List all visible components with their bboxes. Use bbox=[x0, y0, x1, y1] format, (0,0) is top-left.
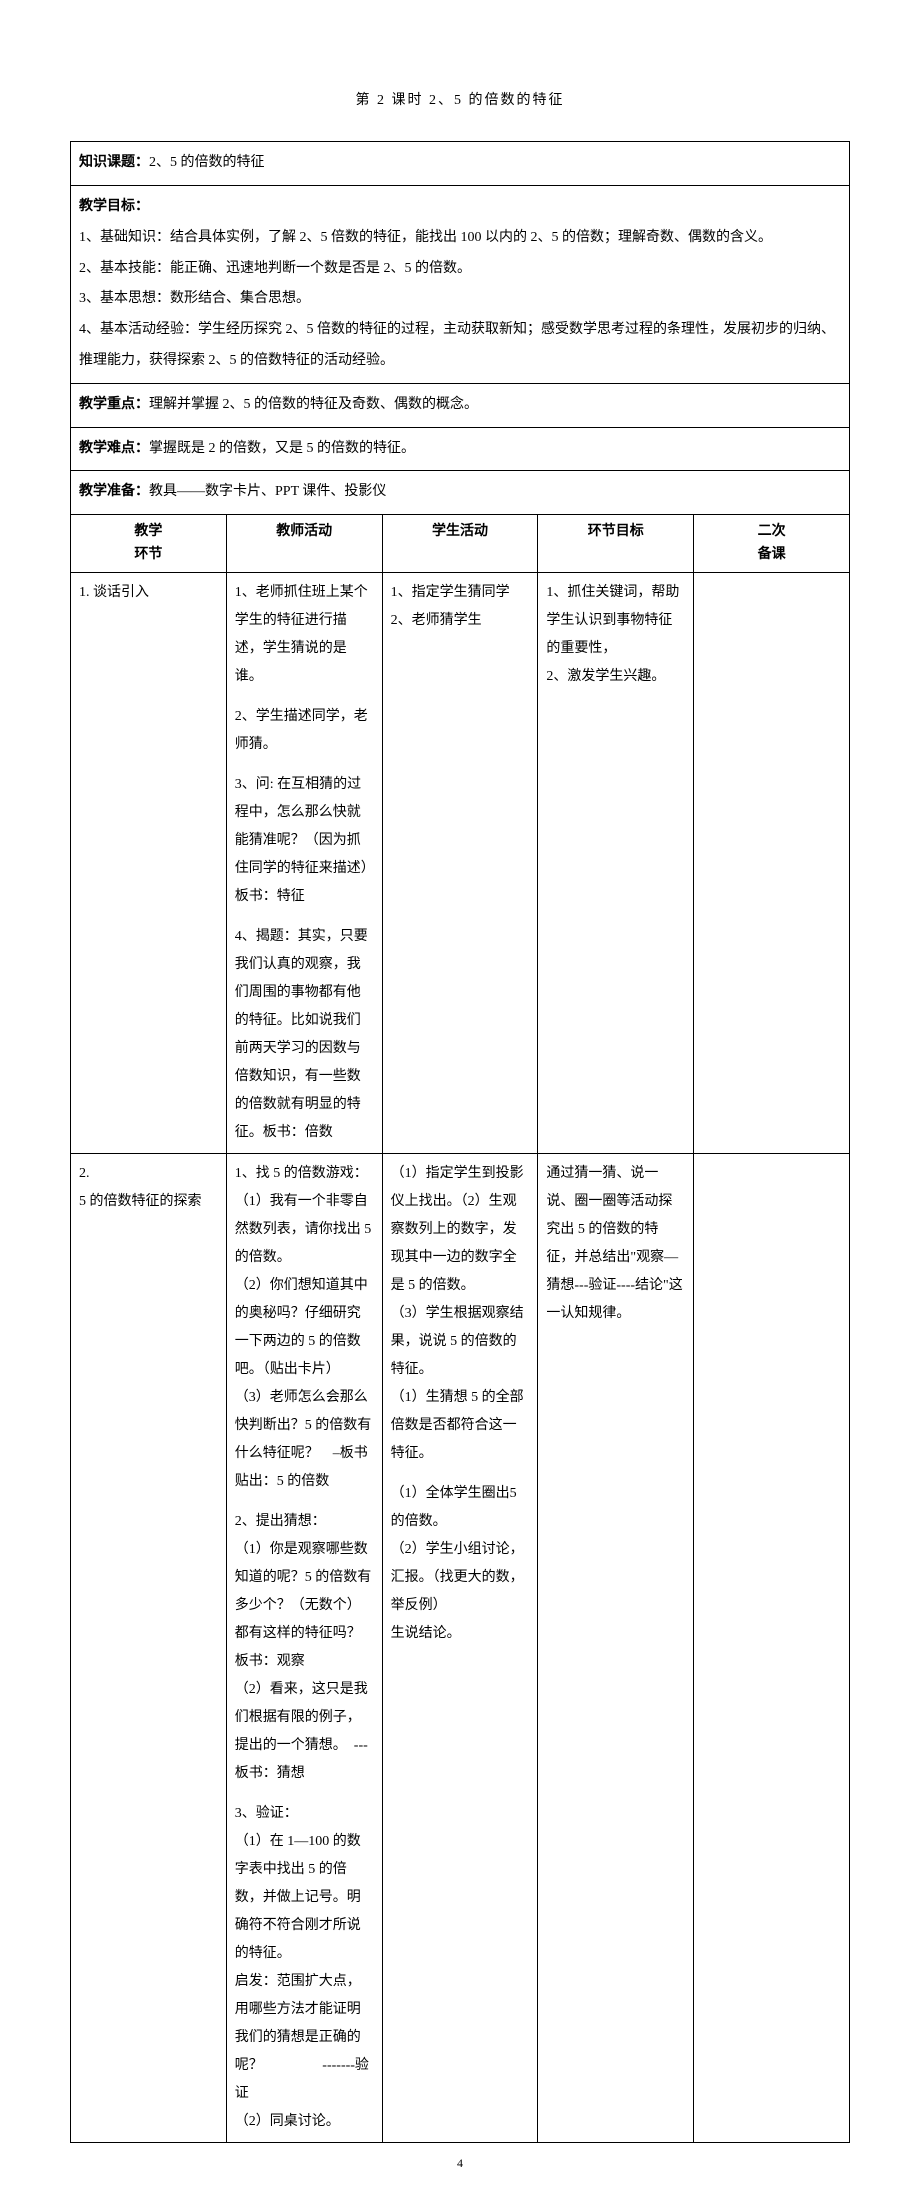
teacher-block: 2、提出猜想： （1）你是观察哪些数知道的呢？5 的倍数有多少个？（无数个）都有… bbox=[235, 1508, 374, 1788]
teacher-block: 3、验证： （1）在 1—100 的数字表中找出 5 的倍数，并做上记号。明确符… bbox=[235, 1800, 374, 2136]
table-row: 1. 谈话引入 1、老师抓住班上某个学生的特征进行描述，学生猜说的是谁。 2、学… bbox=[71, 572, 850, 1153]
header-stage: 教学 环节 bbox=[71, 515, 227, 573]
header-goal: 环节目标 bbox=[538, 515, 694, 573]
objective-item: 1、基础知识：结合具体实例，了解 2、5 倍数的特征，能找出 100 以内的 2… bbox=[79, 223, 841, 254]
teacher-block: 4、揭题：其实，只要我们认真的观察，我们周围的事物都有他的特征。比如说我们前两天… bbox=[235, 923, 374, 1147]
goal-cell: 1、抓住关键词，帮助学生认识到事物特征的重要性， 2、激发学生兴趣。 bbox=[538, 572, 694, 1153]
header-second: 二次 备课 bbox=[694, 515, 850, 573]
header-student: 学生活动 bbox=[382, 515, 538, 573]
teacher-cell: 1、老师抓住班上某个学生的特征进行描述，学生猜说的是谁。 2、学生描述同学，老师… bbox=[226, 572, 382, 1153]
prep-text: 教具——数字卡片、PPT 课件、投影仪 bbox=[149, 484, 386, 499]
goal-block: 1、抓住关键词，帮助学生认识到事物特征的重要性， bbox=[546, 579, 685, 663]
teacher-block: 1、老师抓住班上某个学生的特征进行描述，学生猜说的是谁。 bbox=[235, 579, 374, 691]
header-teacher: 教师活动 bbox=[226, 515, 382, 573]
page-title: 第 2 课时 2、5 的倍数的特征 bbox=[70, 88, 850, 113]
keypoint-text: 理解并掌握 2、5 的倍数的特征及奇数、偶数的概念。 bbox=[149, 397, 478, 412]
difficulty-row: 教学难点：掌握既是 2 的倍数，又是 5 的倍数的特征。 bbox=[71, 427, 850, 471]
student-block: （1）全体学生圈出5 的倍数。 （2）学生小组讨论，汇报。（找更大的数，举反例）… bbox=[391, 1480, 530, 1648]
objective-item: 2、基本技能：能正确、迅速地判断一个数是否是 2、5 的倍数。 bbox=[79, 254, 841, 285]
second-cell bbox=[694, 572, 850, 1153]
prep-label: 教学准备： bbox=[79, 484, 149, 499]
topic-row: 知识课题：2、5 的倍数的特征 bbox=[71, 142, 850, 186]
teacher-block: 2、学生描述同学，老师猜。 bbox=[235, 703, 374, 759]
teacher-block: 3、问: 在互相猜的过程中，怎么那么快就能猜准呢？（因为抓住同学的特征来描述） … bbox=[235, 771, 374, 911]
objectives-label: 教学目标： bbox=[79, 192, 841, 223]
student-block: （1）指定学生到投影仪上找出。（2）生观察数列上的数字，发现其中一边的数字全是 … bbox=[391, 1160, 530, 1468]
student-block: 1、指定学生猜同学 bbox=[391, 579, 530, 607]
topic-label: 知识课题： bbox=[79, 155, 149, 170]
objective-item: 4、基本活动经验：学生经历探究 2、5 倍数的特征的过程，主动获取新知；感受数学… bbox=[79, 315, 841, 377]
keypoint-row: 教学重点：理解并掌握 2、5 的倍数的特征及奇数、偶数的概念。 bbox=[71, 383, 850, 427]
topic-text: 2、5 的倍数的特征 bbox=[149, 155, 265, 170]
page-number: 4 bbox=[70, 2153, 850, 2175]
difficulty-label: 教学难点： bbox=[79, 441, 149, 456]
goal-block: 2、激发学生兴趣。 bbox=[546, 663, 685, 691]
student-block: 2、老师猜学生 bbox=[391, 607, 530, 635]
stage-cell: 1. 谈话引入 bbox=[71, 572, 227, 1153]
teacher-block: 1、找 5 的倍数游戏： （1）我有一个非零自然数列表，请你找出 5 的倍数。 … bbox=[235, 1160, 374, 1496]
difficulty-text: 掌握既是 2 的倍数，又是 5 的倍数的特征。 bbox=[149, 441, 415, 456]
prep-row: 教学准备：教具——数字卡片、PPT 课件、投影仪 bbox=[71, 471, 850, 515]
objectives-row: 教学目标： 1、基础知识：结合具体实例，了解 2、5 倍数的特征，能找出 100… bbox=[71, 185, 850, 383]
keypoint-label: 教学重点： bbox=[79, 397, 149, 412]
lesson-plan-table: 知识课题：2、5 的倍数的特征 教学目标： 1、基础知识：结合具体实例，了解 2… bbox=[70, 141, 850, 2143]
student-cell: 1、指定学生猜同学 2、老师猜学生 bbox=[382, 572, 538, 1153]
objective-item: 3、基本思想：数形结合、集合思想。 bbox=[79, 284, 841, 315]
goal-block: 通过猜一猜、说一说、圈一圈等活动探究出 5 的倍数的特征，并总结出"观察—猜想-… bbox=[546, 1160, 685, 1328]
